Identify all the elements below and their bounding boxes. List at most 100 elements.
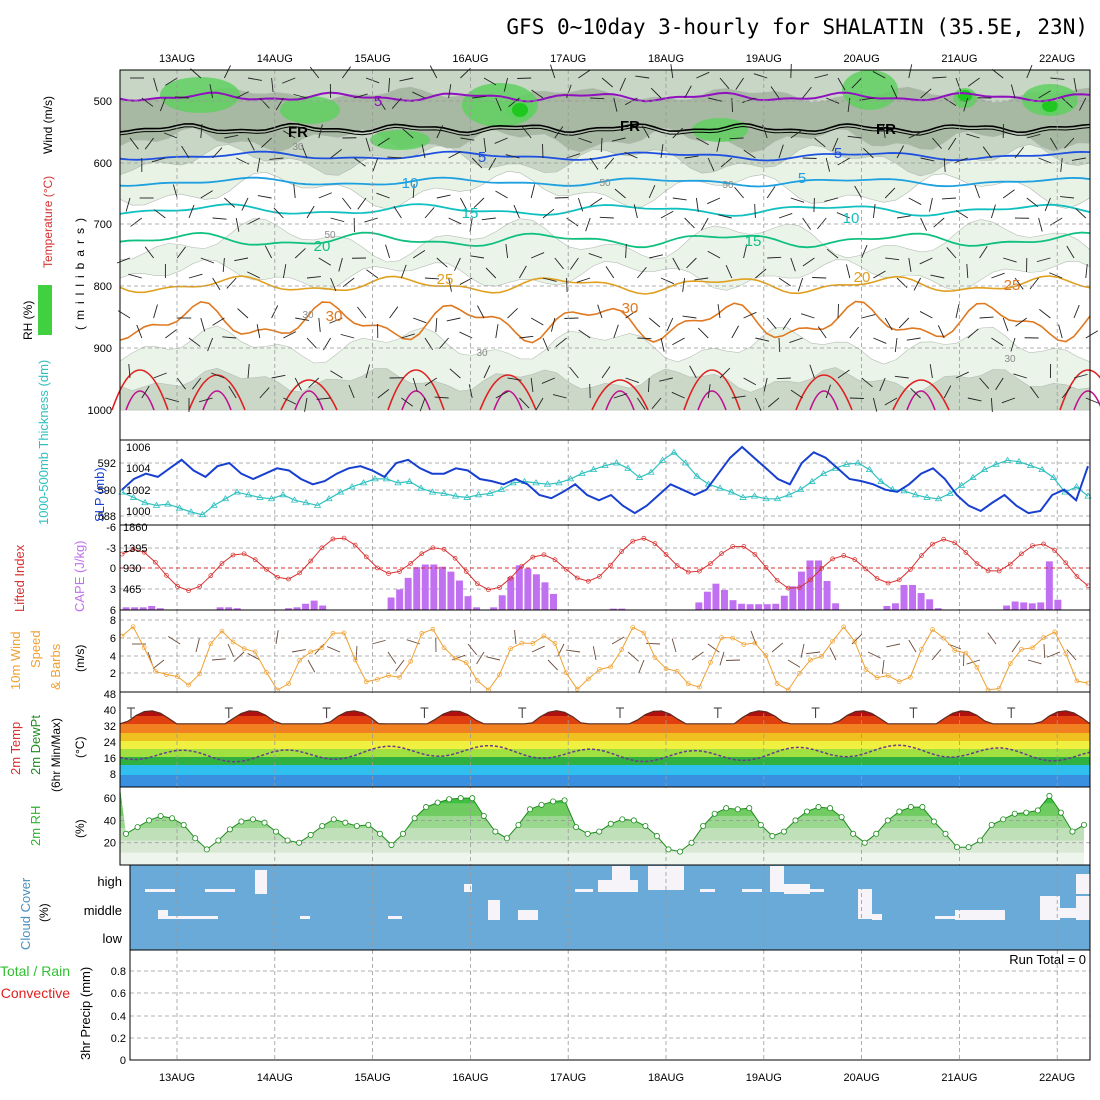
cape-bar [926, 599, 934, 610]
thickness-point [164, 500, 172, 507]
rh2m-point [1057, 809, 1064, 816]
rh2m-point [861, 839, 868, 846]
cape-bar [806, 560, 814, 610]
cape-bar [532, 574, 540, 610]
cape-bar [780, 595, 788, 610]
thickness-point [543, 480, 552, 487]
lifted-index-point [785, 585, 791, 591]
temp-tick: 40 [104, 705, 116, 717]
cloud-gap [145, 889, 175, 892]
rh2m-point [619, 816, 626, 823]
cloud-gap [935, 916, 955, 919]
lifted-index-point [208, 573, 214, 579]
wind10-point [1007, 661, 1013, 666]
thickness-point [451, 492, 460, 499]
rh2m-point [1011, 810, 1018, 817]
precip-total-label: Total / Rain [0, 963, 70, 979]
wind10-point [874, 675, 880, 681]
wind10-point [697, 684, 702, 690]
lifted-index-point [852, 557, 858, 562]
cape-bar [293, 607, 301, 610]
wind10-point [119, 633, 125, 639]
temp-band [120, 724, 1090, 733]
wind10-point [863, 667, 869, 672]
cape-bar [464, 596, 472, 610]
thickness-point [624, 464, 632, 471]
cape-bar [891, 603, 899, 610]
thickness-point [175, 504, 184, 511]
wind10-point [608, 664, 613, 670]
cape-bar [498, 595, 506, 610]
cape-bar [1011, 601, 1019, 610]
rh2m-point [1069, 828, 1076, 835]
rh2m-point [596, 828, 603, 835]
rh2m-point [873, 830, 880, 837]
temp-band [120, 741, 1090, 749]
temp2m-panel: 48 40 32 24 16 8 2m Temp 2m DewPt (6hr Min/Ma… [8, 689, 1091, 792]
cloud-tick: low [102, 931, 122, 946]
cape-bar [738, 603, 746, 610]
lifted-index-point [1007, 561, 1013, 567]
temp-tick: 32 [104, 721, 116, 733]
lifted-index-point [597, 574, 602, 579]
date-bottom-13AUG: 13AUG [159, 1072, 195, 1084]
cloud-gap [955, 910, 1005, 920]
rh2m-point [550, 798, 557, 805]
lifted-index-point [719, 551, 724, 556]
cape-bar [1028, 603, 1036, 610]
cape-panel: -6 -3 0 3 6 1860 1395 930 465 Lifted Index CAPE… [12, 522, 1091, 617]
rh2m-point [319, 823, 326, 830]
thickness-point [739, 493, 747, 500]
lifted-index-point [241, 551, 247, 557]
rh2m-point [469, 795, 476, 802]
slp-tick: 1002 [126, 485, 150, 497]
lifted-index-point [941, 536, 947, 542]
rh2m-point [642, 823, 649, 830]
thickness-point [612, 459, 621, 466]
thickness-label: 1000-500mb Thickness (dm) [36, 360, 51, 525]
wind10-point [352, 657, 358, 663]
precip-tick: 0.8 [111, 966, 126, 978]
lifted-index-point [1074, 574, 1080, 579]
upper-air-panel: 5 FR 5 10 15 20 25 30 30 5 FR 5 10 15 20 25 30 50 50 50 30 30… [21, 63, 1100, 441]
thickness-point [854, 459, 862, 466]
rh2m-point [757, 821, 764, 828]
contour-label: 5 [478, 149, 486, 166]
rh2m-point [342, 819, 349, 826]
rh2m-tick: 60 [104, 793, 116, 805]
precip-ylabel: 3hr Precip (mm) [78, 967, 93, 1060]
rh2m-point [630, 817, 637, 824]
rh2m-point [192, 835, 199, 842]
pressure-tick: 1000 [88, 405, 112, 417]
rh2m-point [180, 821, 187, 828]
wind10-point [663, 666, 669, 672]
wind10-label-b: Speed [28, 630, 43, 668]
wind10-label-a: 10m Wind [8, 631, 23, 690]
lifted-index-point [474, 581, 480, 587]
rh2m-point [157, 812, 164, 819]
wind10-point [152, 668, 158, 674]
rh2m-point [965, 844, 972, 851]
contour-label: 30 [622, 300, 639, 317]
lifted-index-point [952, 540, 958, 546]
temp-band [120, 733, 1090, 741]
date-top-17AUG: 17AUG [550, 53, 586, 65]
cloud-label: Cloud Cover [18, 877, 33, 950]
temp2m-units: (°C) [73, 737, 87, 758]
rh2m-point [411, 815, 418, 822]
wind10-panel: 8 6 4 2 10m Wind Speed & Barbs (m/s) [8, 609, 1091, 693]
rh-shading [119, 69, 1091, 411]
lifted-index-label: Lifted Index [12, 544, 27, 612]
lifted-index-point [1019, 551, 1024, 557]
lifted-index-tick: 0 [110, 563, 116, 575]
contour-label: 15 [745, 233, 762, 250]
wind10-point [519, 640, 525, 646]
slp-tick: 1006 [126, 442, 150, 454]
wind10-point [674, 668, 680, 674]
temp2m-label-b: 2m DewPt [28, 715, 43, 775]
cloud-gap [518, 910, 538, 920]
rh2m-point [573, 824, 580, 831]
cape-bar [438, 566, 446, 610]
date-top-21AUG: 21AUG [941, 53, 977, 65]
thickness-point [405, 477, 414, 484]
